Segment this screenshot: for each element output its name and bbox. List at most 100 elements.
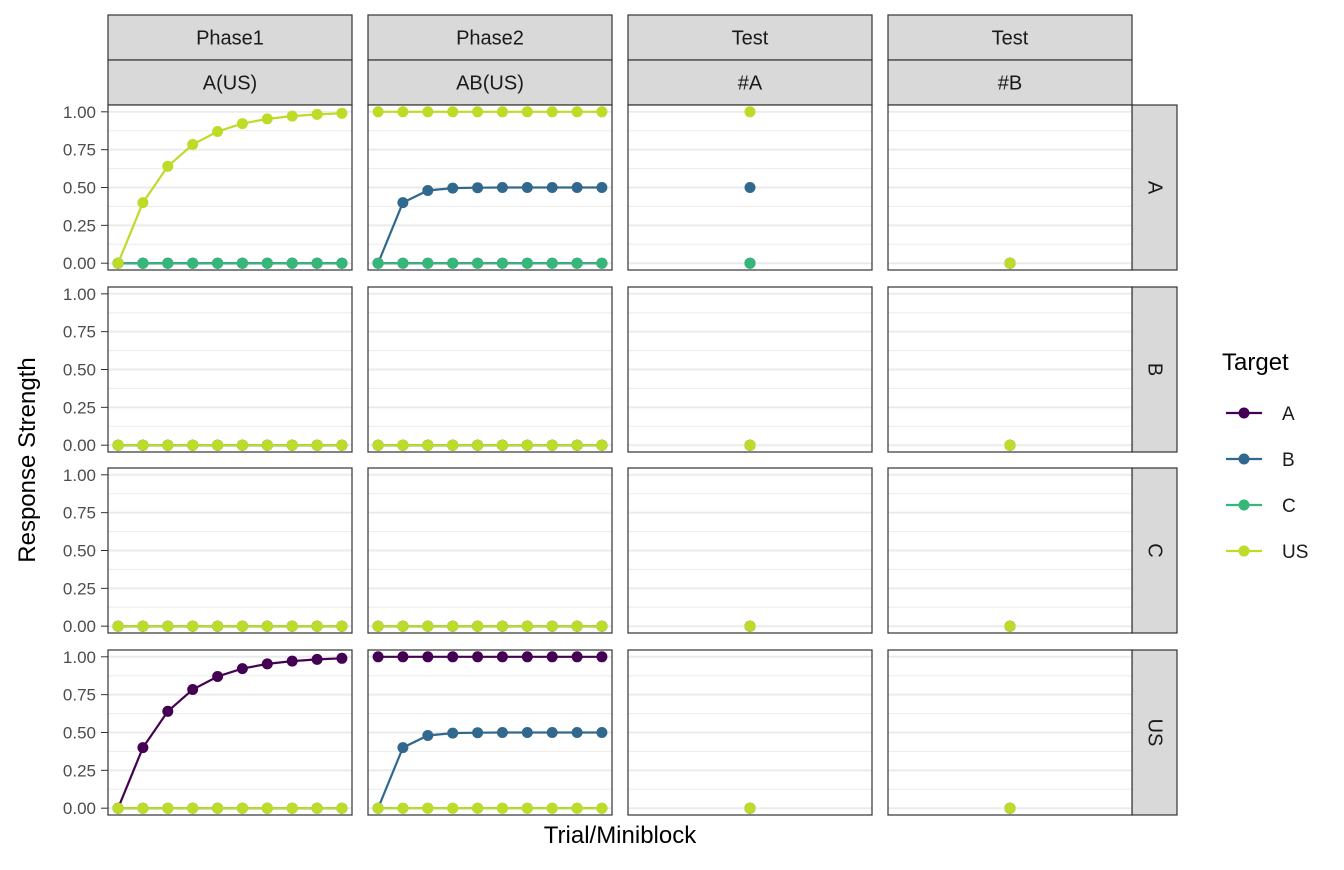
series-line-B-0-1 — [377, 186, 602, 264]
point-B-0-1-4 — [472, 182, 484, 194]
point-US-1-1-1 — [397, 439, 409, 451]
point-B-0-1-9 — [596, 182, 608, 193]
point-US-0-0-5 — [236, 118, 248, 130]
legend-key-point-C — [1238, 499, 1250, 511]
point-US-0-0-1 — [137, 197, 149, 209]
x-axis-title: Trial/Miniblock — [544, 822, 697, 849]
point-US-2-1-5 — [496, 620, 508, 632]
point-C-0-1-1 — [397, 257, 409, 269]
point-A-3-0-6 — [261, 658, 273, 670]
panel-border-3-3 — [887, 649, 1133, 816]
point-C-0-0-9 — [336, 257, 348, 269]
strip-bottom-label-3: #B — [998, 73, 1022, 95]
strip-bottom-box-3 — [887, 59, 1133, 106]
point-C-0-0-8 — [311, 257, 323, 269]
y-tick-label-3-0: 0.00 — [63, 799, 96, 818]
y-tick-label-1-0: 0.00 — [63, 436, 96, 455]
row-strip-label-2: C — [1144, 543, 1166, 557]
point-US-0-1-3 — [447, 106, 459, 118]
point-US-2-0-6 — [261, 620, 273, 632]
point-US-0-3-0 — [1004, 257, 1016, 269]
point-US-1-1-7 — [546, 439, 558, 451]
y-tick-label-1-3: 0.75 — [63, 323, 96, 342]
point-US-0-0-6 — [261, 113, 273, 125]
point-B-0-2-0 — [744, 182, 756, 193]
point-US-2-0-5 — [236, 620, 248, 632]
point-C-0-1-9 — [596, 257, 608, 269]
point-US-1-1-4 — [472, 439, 484, 451]
point-US-2-3-0 — [1004, 620, 1016, 632]
point-US-3-0-0 — [112, 802, 124, 814]
point-US-1-0-2 — [162, 439, 174, 451]
point-US-3-0-4 — [212, 802, 224, 814]
point-A-3-1-2 — [422, 651, 434, 663]
point-US-1-1-3 — [447, 439, 459, 451]
point-A-3-0-9 — [336, 652, 348, 664]
point-US-0-1-7 — [546, 106, 558, 118]
point-C-0-2-0 — [744, 257, 756, 269]
point-B-3-1-4 — [472, 727, 484, 739]
point-B-0-1-2 — [422, 185, 434, 196]
row-strip-label-1: B — [1144, 363, 1166, 376]
point-US-0-0-3 — [187, 139, 199, 150]
y-tick-label-3-2: 0.50 — [63, 724, 96, 743]
point-US-2-1-3 — [447, 620, 459, 632]
point-C-0-0-4 — [212, 257, 224, 269]
point-A-3-1-1 — [397, 651, 409, 663]
panel-border-0-3 — [887, 104, 1133, 271]
point-US-2-1-8 — [571, 620, 583, 632]
point-US-1-0-8 — [311, 439, 323, 451]
panel-border-3-2 — [627, 649, 873, 816]
point-A-3-1-3 — [447, 651, 459, 663]
point-US-3-1-0 — [372, 802, 384, 814]
point-C-0-1-8 — [571, 257, 583, 269]
point-A-3-1-6 — [521, 651, 533, 663]
point-C-0-1-7 — [546, 257, 558, 269]
panel-border-1-2 — [627, 286, 873, 453]
point-B-0-1-1 — [397, 197, 409, 209]
point-US-3-0-3 — [187, 802, 199, 814]
series-line-B-3-1 — [377, 731, 602, 809]
point-C-0-1-3 — [447, 257, 459, 269]
strip-top-label-2: Test — [732, 28, 769, 50]
point-US-3-3-0 — [1004, 802, 1016, 814]
point-US-3-0-5 — [236, 802, 248, 814]
strip-bottom-label-2: #A — [738, 73, 763, 95]
point-A-3-0-5 — [236, 663, 248, 675]
legend-title: Target — [1222, 349, 1289, 376]
legend-label-C: C — [1282, 496, 1296, 517]
point-US-2-1-4 — [472, 620, 484, 632]
point-A-3-0-8 — [311, 653, 323, 665]
point-A-3-1-9 — [596, 651, 608, 663]
point-US-1-0-0 — [112, 439, 124, 451]
point-US-0-1-4 — [472, 106, 484, 118]
point-US-3-1-6 — [521, 802, 533, 814]
panel-border-3-0 — [107, 649, 353, 816]
point-US-3-0-1 — [137, 802, 149, 814]
point-US-3-1-3 — [447, 802, 459, 814]
point-B-0-1-3 — [447, 182, 459, 194]
row-strip-label-0: A — [1144, 181, 1166, 195]
y-tick-label-2-1: 0.25 — [63, 579, 96, 598]
strip-bottom-label-0: A(US) — [203, 73, 257, 95]
point-US-2-0-0 — [112, 620, 124, 632]
point-B-3-1-6 — [521, 727, 533, 738]
point-US-2-1-2 — [422, 620, 434, 632]
point-B-3-1-9 — [596, 727, 608, 738]
y-tick-label-1-2: 0.50 — [63, 361, 96, 380]
point-US-1-1-5 — [496, 439, 508, 451]
panel-border-1-3 — [887, 286, 1133, 453]
legend-key-point-A — [1238, 407, 1250, 419]
point-US-3-1-5 — [496, 802, 508, 814]
point-B-3-1-8 — [571, 727, 583, 738]
point-A-3-0-7 — [286, 655, 298, 667]
point-B-3-1-3 — [447, 727, 459, 739]
point-US-3-0-6 — [261, 802, 273, 814]
legend-key-point-B — [1238, 453, 1250, 465]
point-A-3-1-4 — [472, 651, 484, 663]
point-US-0-2-0 — [744, 106, 756, 118]
point-US-0-0-0 — [112, 257, 124, 269]
row-strip-label-3: US — [1144, 719, 1166, 747]
point-US-2-0-9 — [336, 620, 348, 632]
